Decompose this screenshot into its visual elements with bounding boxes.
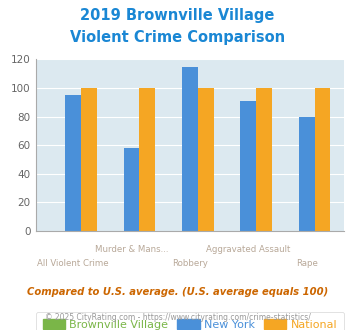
Bar: [140, 88, 155, 231]
Text: Aggravated Assault: Aggravated Assault: [206, 245, 290, 254]
Text: Violent Crime Comparison: Violent Crime Comparison: [70, 30, 285, 45]
Text: Robbery: Robbery: [172, 259, 208, 268]
Bar: [198, 88, 214, 231]
Text: All Violent Crime: All Violent Crime: [37, 259, 109, 268]
Bar: [124, 148, 140, 231]
Bar: [315, 88, 330, 231]
Text: Murder & Mans...: Murder & Mans...: [95, 245, 168, 254]
Bar: [299, 116, 315, 231]
Bar: [182, 67, 198, 231]
Legend: Brownville Village, New York, National: Brownville Village, New York, National: [36, 312, 344, 330]
Bar: [65, 95, 81, 231]
Bar: [240, 101, 256, 231]
Bar: [256, 88, 272, 231]
Text: © 2025 CityRating.com - https://www.cityrating.com/crime-statistics/: © 2025 CityRating.com - https://www.city…: [45, 313, 310, 322]
Text: Compared to U.S. average. (U.S. average equals 100): Compared to U.S. average. (U.S. average …: [27, 287, 328, 297]
Bar: [81, 88, 97, 231]
Text: 2019 Brownville Village: 2019 Brownville Village: [80, 8, 275, 23]
Text: Rape: Rape: [296, 259, 318, 268]
